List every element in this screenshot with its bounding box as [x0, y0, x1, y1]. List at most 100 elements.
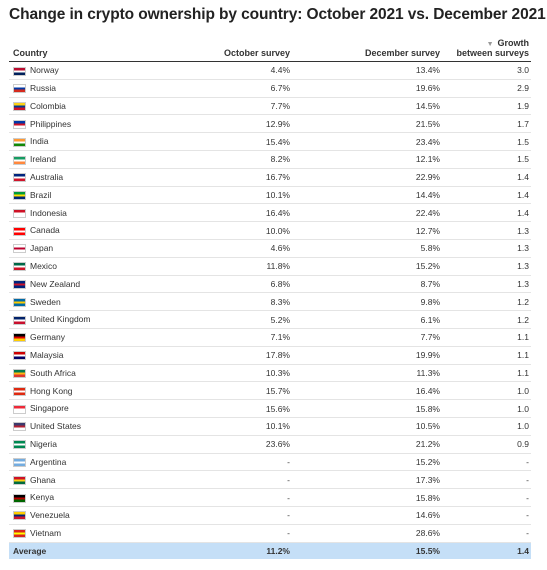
growth-cell: -: [442, 524, 531, 543]
country-name: Ireland: [30, 154, 56, 165]
country-cell: Brazil: [9, 186, 200, 205]
header-row: Country October survey December survey ▼…: [9, 38, 531, 62]
growth-header-line1: Growth: [497, 38, 530, 48]
flag-icon: [13, 66, 26, 76]
october-cell: 23.6%: [200, 435, 292, 454]
flag-icon: [13, 475, 26, 485]
country-cell: United States: [9, 417, 200, 436]
flag-icon: [13, 386, 26, 396]
table-row: Canada 10.0% 12.7% 1.3: [9, 221, 531, 240]
flag-icon: [13, 529, 26, 539]
country-name: Vietnam: [30, 527, 62, 538]
growth-cell: 1.4: [442, 203, 531, 223]
flag-icon: [13, 315, 26, 325]
december-cell: 12.7%: [292, 221, 442, 240]
flag-icon: [13, 404, 26, 414]
growth-cell: 1.3: [442, 257, 531, 276]
october-cell: 10.1%: [200, 186, 292, 205]
table-row: Singapore 15.6% 15.8% 1.0: [9, 399, 531, 418]
country-name: Ghana: [30, 474, 56, 485]
country-name: Venezuela: [30, 510, 70, 521]
december-cell: 15.2%: [292, 453, 442, 472]
flag-icon: [13, 137, 26, 147]
october-cell: 16.4%: [200, 203, 292, 223]
country-name: India: [30, 136, 49, 147]
october-cell: 4.6%: [200, 239, 292, 258]
december-cell: 17.3%: [292, 470, 442, 490]
column-header-december[interactable]: December survey: [292, 38, 442, 62]
table-row: Indonesia 16.4% 22.4% 1.4: [9, 203, 531, 223]
december-cell: 14.4%: [292, 186, 442, 205]
october-cell: 10.3%: [200, 364, 292, 383]
table-row: Hong Kong 15.7% 16.4% 1.0: [9, 381, 531, 401]
december-cell: 22.9%: [292, 168, 442, 187]
december-cell: 15.8%: [292, 399, 442, 418]
country-name: Nigeria: [30, 439, 57, 449]
october-cell: 4.4%: [200, 61, 292, 80]
october-cell: 10.0%: [200, 221, 292, 240]
october-cell: 6.7%: [200, 79, 292, 98]
table-row: United States 10.1% 10.5% 1.0: [9, 417, 531, 436]
growth-cell: 1.1: [442, 346, 531, 365]
growth-cell: 1.0: [442, 381, 531, 401]
table-row: Kenya -15.8% -: [9, 488, 531, 507]
december-cell: 21.2%: [292, 435, 442, 454]
october-cell: 5.2%: [200, 310, 292, 329]
country-name: United Kingdom: [30, 314, 91, 325]
country-cell: Venezuela: [9, 506, 200, 525]
table-row: New Zealand 6.8% 8.7% 1.3: [9, 275, 531, 294]
october-cell: 8.3%: [200, 292, 292, 312]
growth-cell: 1.3: [442, 275, 531, 294]
sort-descending-icon[interactable]: ▼: [486, 41, 494, 48]
december-cell: 22.4%: [292, 203, 442, 223]
october-cell: 12.9%: [200, 114, 292, 134]
growth-cell: 1.4: [442, 168, 531, 187]
table-row: South Africa 10.3% 11.3% 1.1: [9, 364, 531, 383]
flag-icon: [13, 422, 26, 432]
country-name: Russia: [30, 83, 56, 94]
crypto-ownership-table: Country October survey December survey ▼…: [9, 38, 531, 560]
column-header-growth[interactable]: ▼ Growth between surveys: [442, 38, 531, 62]
growth-cell: 1.5: [442, 150, 531, 169]
december-cell: 6.1%: [292, 310, 442, 329]
column-header-october[interactable]: October survey: [200, 38, 292, 62]
column-header-country[interactable]: Country: [9, 38, 200, 62]
table-row: Colombia 7.7% 14.5% 1.9: [9, 97, 531, 116]
december-cell: 11.3%: [292, 364, 442, 383]
october-cell: 15.7%: [200, 381, 292, 401]
table-row: Ghana -17.3% -: [9, 470, 531, 490]
october-cell: -: [200, 453, 292, 472]
country-name: Norway: [30, 65, 59, 76]
country-cell: Sweden: [9, 292, 200, 312]
december-cell: 15.8%: [292, 488, 442, 507]
december-cell: 28.6%: [292, 524, 442, 543]
country-name: United States: [30, 421, 82, 432]
december-cell: 21.5%: [292, 114, 442, 134]
october-cell: 10.1%: [200, 417, 292, 436]
flag-icon: [13, 493, 26, 503]
country-name: South Africa: [30, 367, 76, 378]
flag-icon: [13, 297, 26, 307]
october-cell: -: [200, 506, 292, 525]
table-row: Ireland 8.2% 12.1% 1.5: [9, 150, 531, 169]
flag-icon: [13, 226, 26, 236]
october-cell: 16.7%: [200, 168, 292, 187]
flag-icon: [13, 244, 26, 254]
country-cell: India: [9, 132, 200, 151]
table-row: United Kingdom 5.2% 6.1% 1.2: [9, 310, 531, 329]
table-row: Brazil 10.1% 14.4% 1.4: [9, 186, 531, 205]
table-row: Vietnam -28.6% -: [9, 524, 531, 543]
country-cell: Singapore: [9, 399, 200, 418]
flag-icon: [13, 155, 26, 165]
country-name: Philippines: [30, 118, 72, 129]
country-name: Malaysia: [30, 350, 64, 361]
country-cell: New Zealand: [9, 275, 200, 294]
growth-cell: 1.1: [442, 364, 531, 383]
growth-cell: 1.0: [442, 399, 531, 418]
october-cell: 6.8%: [200, 275, 292, 294]
growth-cell: 1.9: [442, 97, 531, 116]
country-name: Canada: [30, 225, 60, 236]
flag-icon: [13, 119, 26, 129]
growth-cell: 0.9: [442, 435, 531, 454]
table-row: Venezuela -14.6% -: [9, 506, 531, 525]
